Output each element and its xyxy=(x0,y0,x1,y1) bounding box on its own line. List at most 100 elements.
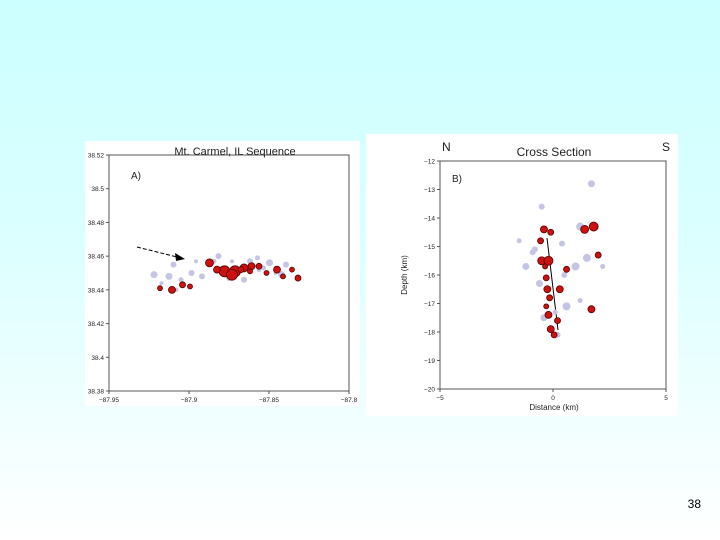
gray-event-point xyxy=(266,259,273,267)
x-axis-label: Distance (km) xyxy=(529,403,579,412)
red-event-point xyxy=(542,274,550,282)
red-event-point xyxy=(543,255,554,266)
gray-event-point xyxy=(529,249,536,256)
plot-frame xyxy=(439,160,667,390)
panel-label: B) xyxy=(452,174,462,185)
gray-event-point xyxy=(159,281,164,286)
map-panel: Mt. Carmel, IL Sequence A) 38.52 38.5 38.4… xyxy=(85,141,360,406)
cross-section-panel: N S Cross Section B) Depth (km) Distance… xyxy=(366,134,678,416)
red-event-point xyxy=(263,270,270,276)
red-event-point xyxy=(247,268,253,275)
gray-event-point xyxy=(194,259,198,264)
x-tick-label: −87.85 xyxy=(259,397,279,404)
gray-event-point xyxy=(559,240,566,247)
y-tick-label: −17 xyxy=(424,301,435,308)
y-tick-label: −18 xyxy=(424,330,435,337)
gray-event-point xyxy=(582,253,591,262)
x-tick-labels: −87.95 −87.9 −87.85 −87.8 xyxy=(99,391,358,404)
gray-event-point xyxy=(538,203,545,210)
gray-event-point xyxy=(255,255,260,261)
red-event-point xyxy=(547,228,555,236)
gray-event-point xyxy=(241,276,247,283)
y-tick-label: −14 xyxy=(424,216,435,223)
fault-line xyxy=(546,237,559,331)
red-event-point xyxy=(540,225,548,234)
y-tick-label: −19 xyxy=(424,358,435,365)
gray-event-point xyxy=(178,277,184,283)
y-tick-labels: −12 −13 −14 −15 −16 −17 −18 −19 −20 xyxy=(424,159,440,394)
red-event-series xyxy=(537,221,602,339)
gray-event-point xyxy=(552,309,558,315)
red-event-point xyxy=(563,265,570,273)
red-event-point xyxy=(543,285,552,294)
gray-event-point xyxy=(562,302,571,311)
gray-event-point xyxy=(522,262,530,270)
x-tick-label: 0 xyxy=(551,395,555,402)
north-label: N xyxy=(442,140,451,154)
mainshock-arrow xyxy=(136,246,185,261)
y-tick-label: 38.4 xyxy=(91,355,104,362)
gray-event-point xyxy=(283,261,289,268)
y-tick-label: 38.48 xyxy=(88,220,105,227)
cross-section-chart: N S Cross Section B) Depth (km) Distance… xyxy=(400,140,670,412)
red-event-point xyxy=(187,283,193,290)
red-event-point xyxy=(580,225,590,234)
red-event-point xyxy=(542,263,548,270)
red-event-point xyxy=(588,221,599,232)
x-tick-labels: −5 0 5 xyxy=(436,389,668,402)
arrow-head xyxy=(175,253,185,261)
gray-event-point xyxy=(577,298,583,304)
chart-title: Cross Section xyxy=(517,145,592,159)
epicenter-map-chart: Mt. Carmel, IL Sequence A) 38.52 38.5 38.4… xyxy=(88,146,358,404)
red-event-point xyxy=(280,273,286,280)
red-event-point xyxy=(289,266,295,273)
red-event-point xyxy=(179,281,186,289)
y-tick-label: 38.38 xyxy=(88,389,105,396)
y-tick-label: 38.46 xyxy=(88,254,105,261)
red-event-point xyxy=(294,274,302,282)
gray-event-point xyxy=(170,261,177,268)
red-event-point xyxy=(168,285,176,294)
red-event-point xyxy=(226,268,238,281)
y-tick-label: −13 xyxy=(424,187,435,194)
x-tick-label: −5 xyxy=(436,395,444,402)
gray-event-point xyxy=(230,259,234,264)
panel-label: A) xyxy=(131,171,141,182)
red-event-point xyxy=(546,294,554,302)
gray-event-point xyxy=(600,263,606,269)
gray-event-point xyxy=(150,271,158,279)
red-event-point xyxy=(273,265,281,274)
x-tick-label: 5 xyxy=(664,395,668,402)
red-event-point xyxy=(555,285,564,294)
gray-event-point xyxy=(535,280,543,288)
red-event-point xyxy=(544,310,553,319)
gray-event-point xyxy=(165,272,173,280)
page-number: 38 xyxy=(687,497,701,511)
red-event-series xyxy=(157,258,302,294)
red-event-point xyxy=(546,325,555,334)
red-event-point xyxy=(237,266,245,274)
red-event-point xyxy=(255,262,263,270)
red-event-point xyxy=(213,265,221,274)
red-event-point xyxy=(587,305,596,314)
red-event-point xyxy=(594,251,602,259)
south-label: S xyxy=(662,140,670,154)
y-axis-label: Depth (km) xyxy=(400,255,409,295)
y-tick-label: 38.44 xyxy=(88,287,105,294)
y-tick-label: 38.42 xyxy=(88,321,105,328)
y-tick-label: 38.52 xyxy=(88,153,105,160)
x-tick-label: −87.95 xyxy=(99,397,119,404)
y-tick-label: 38.5 xyxy=(91,186,104,193)
gray-event-point xyxy=(561,272,568,278)
gray-event-point xyxy=(516,238,522,244)
gray-event-point xyxy=(215,253,222,260)
x-tick-label: −87.9 xyxy=(181,397,198,404)
y-tick-labels: 38.52 38.5 38.48 38.46 38.44 38.42 38.4 38.38 xyxy=(88,153,109,396)
gray-event-point xyxy=(188,270,195,276)
y-tick-label: −12 xyxy=(424,159,435,166)
red-event-point xyxy=(537,237,544,245)
red-event-point xyxy=(554,317,561,325)
red-event-point xyxy=(157,285,163,292)
arrow-shaft xyxy=(136,246,182,259)
